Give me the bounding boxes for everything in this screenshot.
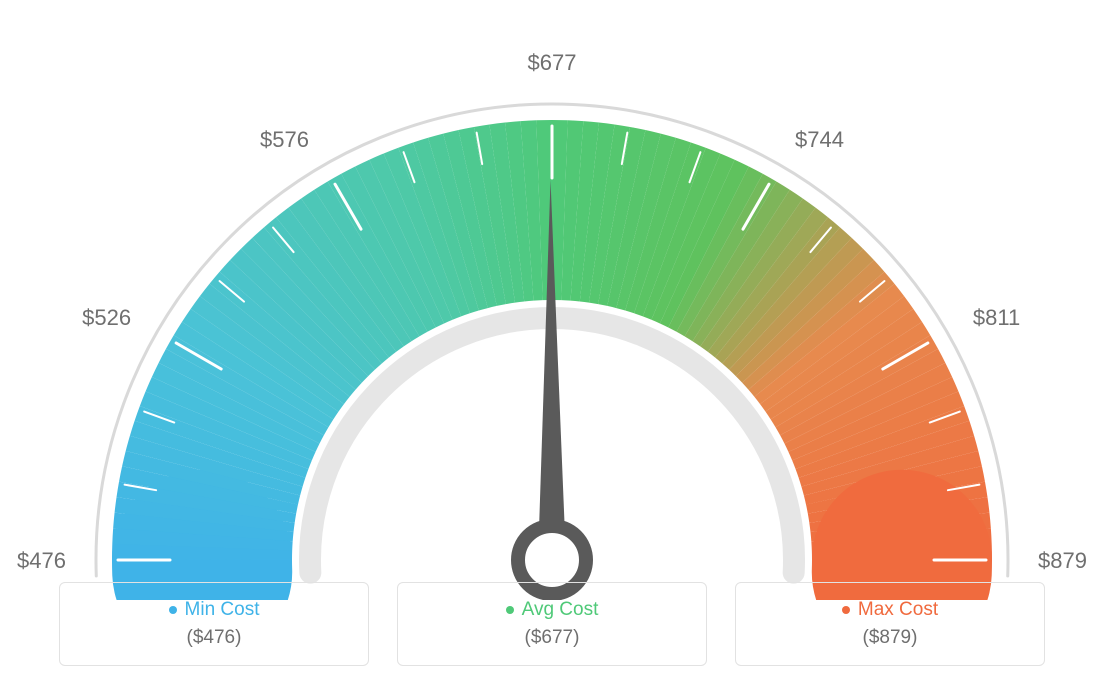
legend-title-min: Min Cost — [169, 599, 260, 621]
legend-row: Min Cost ($476) Avg Cost ($677) Max Cost… — [0, 582, 1104, 666]
legend-title-max: Max Cost — [842, 599, 938, 621]
gauge-tick-label: $476 — [6, 548, 66, 574]
gauge-svg — [0, 40, 1104, 600]
gauge-tick-label: $744 — [795, 127, 855, 153]
gauge-tick-label: $526 — [71, 305, 131, 331]
gauge-tick-label: $677 — [522, 50, 582, 76]
legend-label-avg: Avg Cost — [522, 599, 599, 621]
legend-card-min: Min Cost ($476) — [59, 582, 369, 666]
legend-label-min: Min Cost — [185, 599, 260, 621]
legend-card-avg: Avg Cost ($677) — [397, 582, 707, 666]
gauge-container: $476 $526 $576 $677 $744 $811 $879 — [0, 0, 1104, 590]
gauge-tick-label: $811 — [973, 305, 1033, 331]
legend-value-max: ($879) — [863, 627, 918, 649]
gauge-tick-label: $576 — [249, 127, 309, 153]
legend-dot-min — [169, 606, 177, 614]
legend-dot-avg — [506, 606, 514, 614]
legend-value-min: ($476) — [187, 627, 242, 649]
legend-dot-max — [842, 606, 850, 614]
legend-label-max: Max Cost — [858, 599, 938, 621]
legend-title-avg: Avg Cost — [506, 599, 599, 621]
gauge-tick-label: $879 — [1038, 548, 1098, 574]
legend-value-avg: ($677) — [525, 627, 580, 649]
legend-card-max: Max Cost ($879) — [735, 582, 1045, 666]
